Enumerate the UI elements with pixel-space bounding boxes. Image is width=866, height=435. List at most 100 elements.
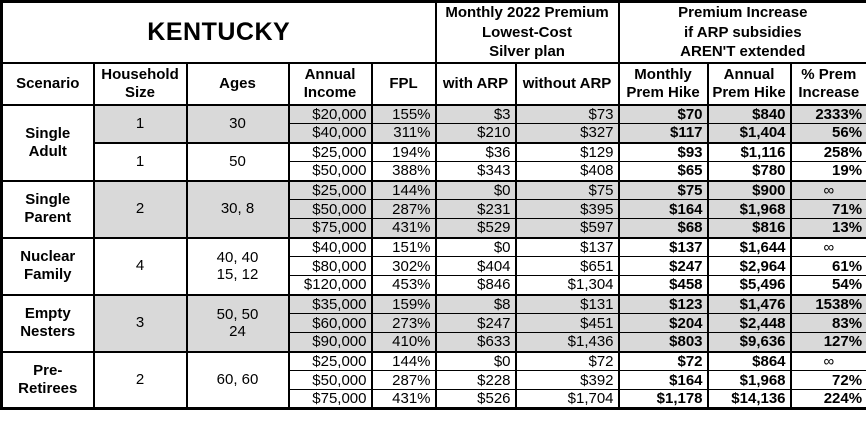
cell-annual-income: $75,000 [287, 218, 373, 238]
cell-household-size: 4 [92, 236, 188, 295]
cell-without-arp: $408 [514, 161, 620, 181]
cell-fpl: 311% [370, 123, 437, 143]
cell-without-arp: $1,704 [514, 389, 620, 409]
increase-group-header: Premium Increase if ARP subsidies AREN'T… [617, 1, 866, 63]
cell-pct-increase: 2333% [789, 103, 866, 124]
table-row: $50,000 287% $228 $392 $164 $1,968 72% [2, 370, 866, 390]
cell-with-arp: $343 [434, 161, 517, 181]
cell-without-arp: $1,436 [514, 332, 620, 352]
cell-fpl: 155% [370, 103, 437, 124]
cell-annual-income: $90,000 [287, 332, 373, 352]
cell-without-arp: $137 [514, 236, 620, 257]
cell-scenario-single-adult: Single Adult [0, 103, 95, 181]
cell-with-arp: $228 [434, 370, 517, 390]
cell-pct-increase: ∞ [789, 350, 866, 371]
cell-without-arp: $75 [514, 179, 620, 200]
cell-without-arp: $392 [514, 370, 620, 390]
cell-fpl: 410% [370, 332, 437, 352]
cell-monthly-hike: $70 [617, 103, 709, 124]
cell-fpl: 287% [370, 370, 437, 390]
cell-pct-increase: 72% [789, 370, 866, 390]
cell-annual-income: $50,000 [287, 199, 373, 219]
cell-annual-income: $25,000 [287, 350, 373, 371]
col-header-without-arp: without ARP [514, 61, 620, 105]
cell-annual-hike: $2,448 [706, 313, 792, 333]
cell-ages: 50 [185, 141, 290, 181]
cell-annual-hike: $900 [706, 179, 792, 200]
cell-with-arp: $8 [434, 293, 517, 314]
cell-annual-income: $50,000 [287, 161, 373, 181]
cell-without-arp: $327 [514, 123, 620, 143]
table-row: Single Parent 2 30, 8 $25,000 144% $0 $7… [0, 179, 866, 238]
cell-pct-increase: 61% [789, 256, 866, 276]
cell-annual-income: $75,000 [287, 389, 373, 409]
cell-annual-hike: $1,968 [706, 370, 792, 390]
cell-with-arp: $529 [434, 218, 517, 238]
cell-with-arp: $3 [434, 103, 517, 124]
cell-annual-income: $40,000 [287, 123, 373, 143]
cell-monthly-hike: $247 [617, 256, 709, 276]
cell-annual-hike: $5,496 [706, 275, 792, 295]
col-header-scenario: Scenario [0, 61, 95, 105]
cell-with-arp: $846 [434, 275, 517, 295]
header-group-row: KENTUCKY Monthly 2022 Premium Lowest-Cos… [0, 1, 866, 63]
cell-monthly-hike: $1,178 [617, 389, 709, 409]
cell-annual-hike: $1,476 [706, 293, 792, 314]
cell-annual-hike: $816 [706, 218, 792, 238]
cell-with-arp: $231 [434, 199, 517, 219]
cell-pct-increase: 258% [789, 141, 866, 162]
cell-with-arp: $210 [434, 123, 517, 143]
cell-scenario-pre-retirees: Pre- Retirees [0, 350, 95, 409]
cell-fpl: 453% [370, 275, 437, 295]
cell-pct-increase: 19% [789, 161, 866, 181]
table-row: $75,000 431% $526 $1,704 $1,178 $14,136 … [2, 389, 866, 409]
cell-pct-increase: 224% [789, 389, 866, 409]
cell-fpl: 302% [370, 256, 437, 276]
table-row: $50,000 287% $231 $395 $164 $1,968 71% [2, 199, 866, 219]
cell-without-arp: $395 [514, 199, 620, 219]
cell-ages: 50, 50 24 [185, 293, 290, 352]
cell-without-arp: $651 [514, 256, 620, 276]
cell-with-arp: $633 [434, 332, 517, 352]
col-header-ages: Ages [185, 61, 290, 105]
cell-scenario-nuclear-family: Nuclear Family [0, 236, 95, 295]
cell-annual-hike: $2,964 [706, 256, 792, 276]
cell-pct-increase: 56% [789, 123, 866, 143]
cell-annual-income: $80,000 [287, 256, 373, 276]
cell-fpl: 273% [370, 313, 437, 333]
col-header-pct-prem-increase: % Prem Increase [789, 61, 866, 105]
cell-monthly-hike: $65 [617, 161, 709, 181]
table-row: $40,000 311% $210 $327 $117 $1,404 56% [2, 123, 866, 143]
cell-with-arp: $0 [434, 236, 517, 257]
table-row: $60,000 273% $247 $451 $204 $2,448 83% [2, 313, 866, 333]
cell-annual-hike: $1,968 [706, 199, 792, 219]
cell-ages: 30, 8 [185, 179, 290, 238]
table-row: Empty Nesters 3 50, 50 24 $35,000 159% $… [0, 293, 866, 352]
cell-monthly-hike: $72 [617, 350, 709, 371]
cell-ages: 40, 40 15, 12 [185, 236, 290, 295]
cell-monthly-hike: $204 [617, 313, 709, 333]
cell-ages: 60, 60 [185, 350, 290, 409]
table-row: $90,000 410% $633 $1,436 $803 $9,636 127… [2, 332, 866, 352]
table-row: $80,000 302% $404 $651 $247 $2,964 61% [2, 256, 866, 276]
table-row: $120,000 453% $846 $1,304 $458 $5,496 54… [2, 275, 866, 295]
cell-without-arp: $597 [514, 218, 620, 238]
cell-fpl: 159% [370, 293, 437, 314]
col-header-household-size: Household Size [92, 61, 188, 105]
cell-fpl: 287% [370, 199, 437, 219]
column-header-row: Scenario Household Size Ages Annual Inco… [0, 61, 866, 105]
cell-annual-income: $50,000 [287, 370, 373, 390]
cell-annual-hike: $1,404 [706, 123, 792, 143]
table-row: Single Adult 1 30 $20,000 155% $3 $73 $7… [0, 103, 866, 181]
cell-household-size: 1 [92, 141, 188, 181]
cell-monthly-hike: $75 [617, 179, 709, 200]
table-title: KENTUCKY [0, 1, 437, 63]
table-row: 1 50 $25,000 194% $36 $129 $93 $1,116 25… [2, 141, 866, 181]
cell-annual-hike: $9,636 [706, 332, 792, 352]
cell-pct-increase: 127% [789, 332, 866, 352]
cell-annual-income: $40,000 [287, 236, 373, 257]
cell-pct-increase: 54% [789, 275, 866, 295]
cell-fpl: 151% [370, 236, 437, 257]
cell-annual-hike: $780 [706, 161, 792, 181]
cell-without-arp: $451 [514, 313, 620, 333]
